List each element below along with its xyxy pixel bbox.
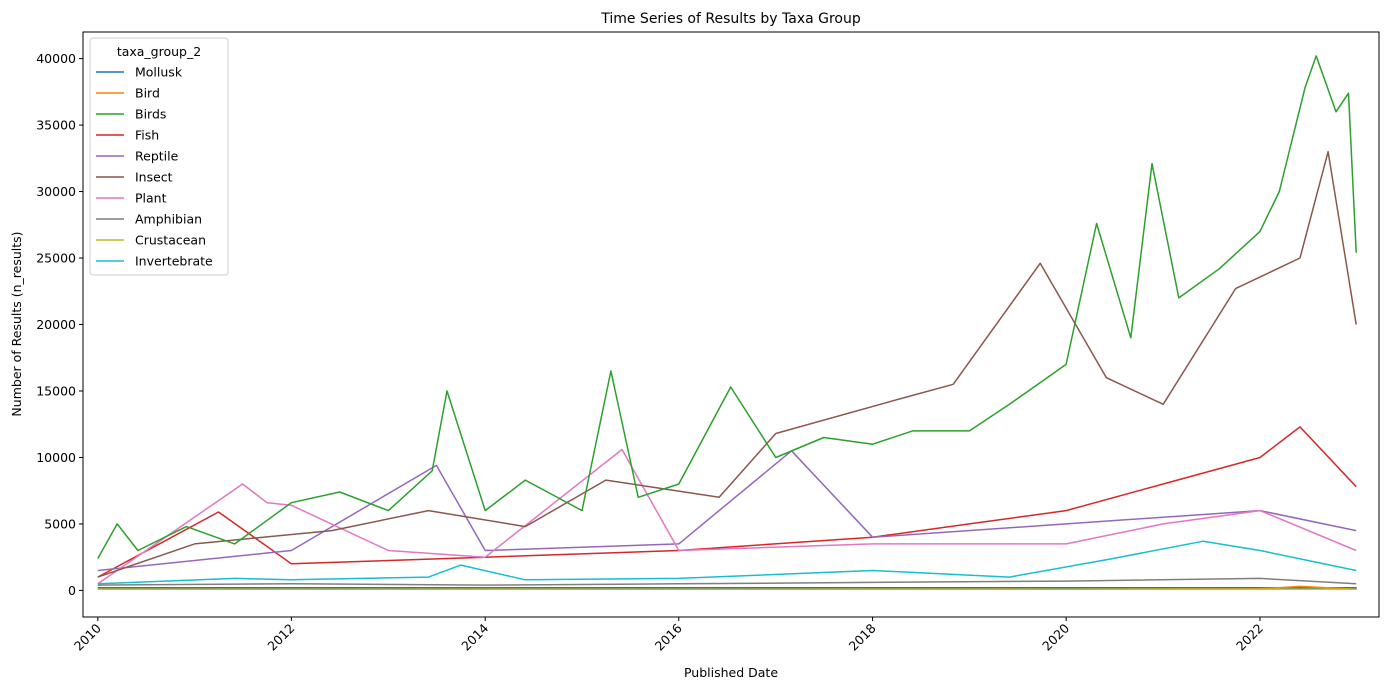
series-line-fish [97,426,1357,578]
legend: taxa_group_2 Mollusk Bird Birds Fish Reptile… [89,37,229,276]
y-axis: 0 5000 10000 15000 20000 25000 30000 35000 40000 [36,51,83,598]
plot-area [97,55,1357,591]
series-layer [97,55,1357,591]
y-tick-label: 5000 [44,516,76,531]
chart-title: Time Series of Results by Taxa Group [600,11,861,27]
y-tick-label: 30000 [36,184,76,199]
x-axis-label: Published Date [684,665,778,680]
legend-title: taxa_group_2 [117,44,201,59]
y-tick-label: 0 [68,583,76,598]
series-line-birds [97,55,1357,559]
series-line-amphibian [97,577,1357,586]
legend-label: Mollusk [135,65,183,80]
legend-items: Mollusk Bird Birds Fish Reptile Insect Plant Am… [96,65,213,269]
legend-label: Plant [135,191,167,206]
y-tick-label: 35000 [36,118,76,133]
y-axis-label: Number of Results (n_results) [9,231,24,416]
y-tick-label: 25000 [36,251,76,266]
legend-label: Crustacean [135,233,206,248]
legend-label: Fish [135,128,159,143]
y-tick-label: 20000 [36,317,76,332]
y-tick-label: 40000 [36,51,76,66]
legend-label: Birds [135,107,166,122]
legend-label: Insect [135,170,173,185]
legend-label: Invertebrate [135,254,213,269]
series-line-insect [97,150,1357,578]
legend-label: Amphibian [135,212,202,227]
legend-label: Bird [135,86,160,101]
series-line-plant [97,448,1357,585]
y-tick-label: 10000 [36,450,76,465]
series-line-invertebrate [97,540,1357,585]
legend-label: Reptile [135,149,179,164]
y-tick-label: 15000 [36,383,76,398]
legend-box [89,37,229,276]
series-line-reptile [97,450,1357,572]
